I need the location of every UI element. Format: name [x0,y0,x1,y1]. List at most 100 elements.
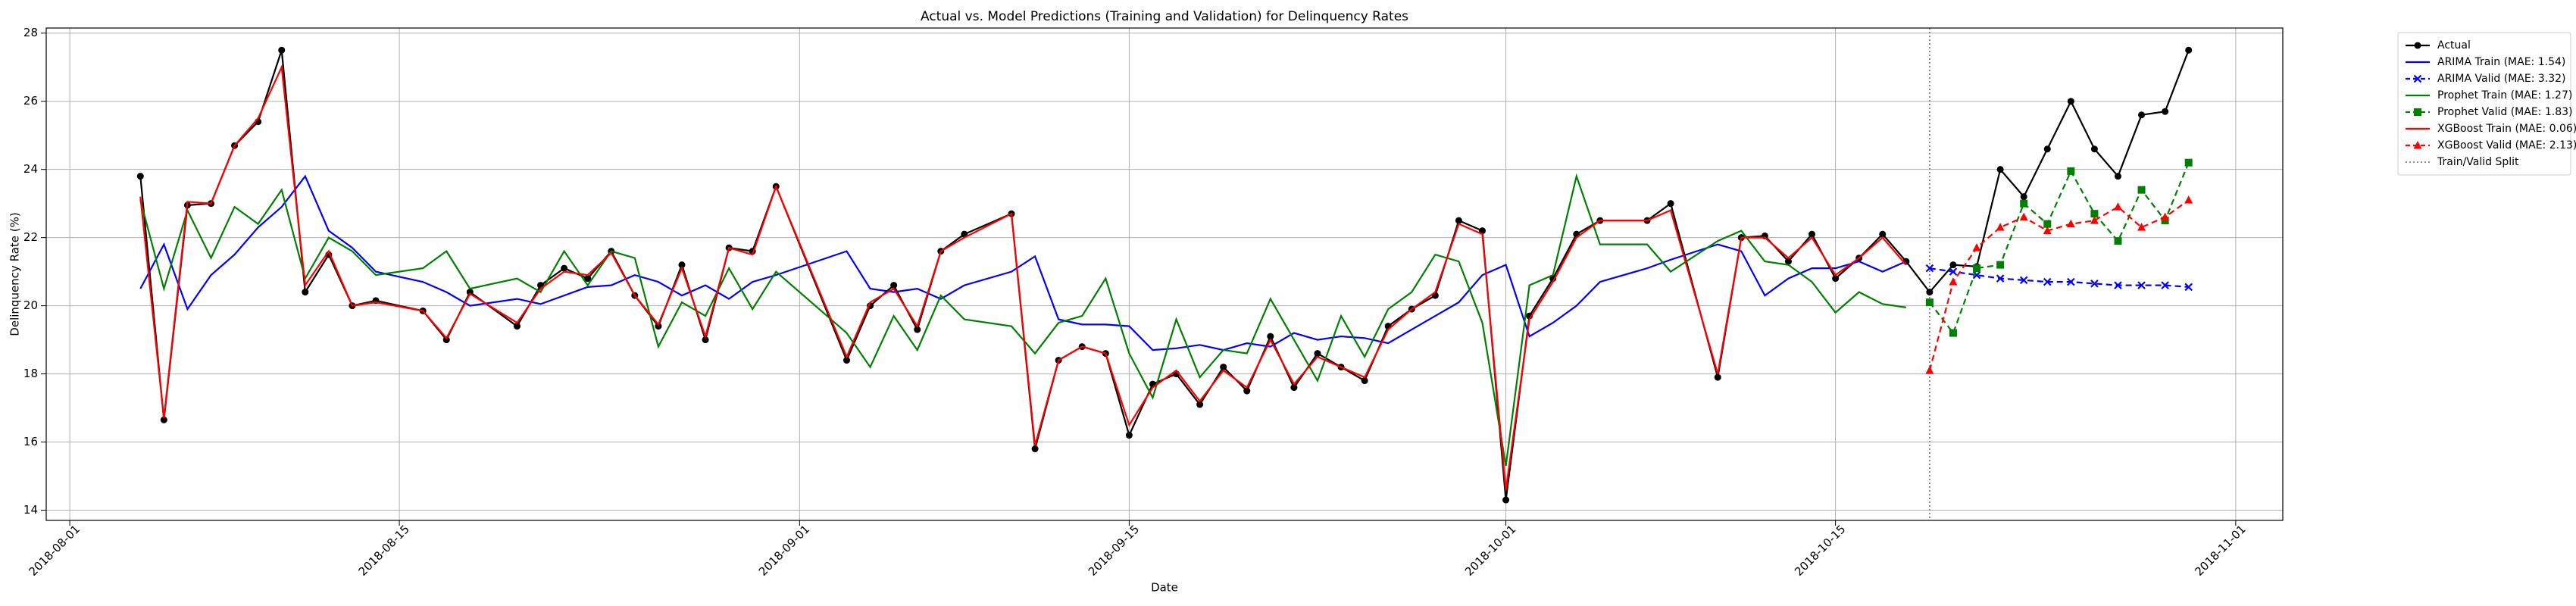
y-tick-label: 24 [23,162,38,176]
legend-label: Prophet Valid (MAE: 1.83) [2437,106,2572,118]
point [1809,230,1816,238]
legend-label: ARIMA Valid (MAE: 3.32) [2437,73,2566,85]
point [584,275,592,283]
legend-marker [2414,108,2421,116]
point [302,289,309,296]
x-tick-label: 2018-09-01 [756,522,812,578]
point [1926,289,1934,296]
y-axis-label: Delinquency Rate (%) [8,212,22,336]
point [1925,264,1934,273]
point [1290,384,1298,392]
point [2090,216,2099,224]
point [2137,186,2146,194]
point [1243,387,1251,395]
y-tick-label: 18 [23,367,38,380]
series-line [139,174,1907,351]
series-line [1928,199,2190,371]
legend-label: XGBoost Valid (MAE: 2.13) [2437,139,2576,152]
point [2114,281,2122,289]
y-tick-label: 20 [23,298,38,312]
x-tick-label: 2018-10-01 [1462,522,1518,578]
point [442,336,450,344]
point [1949,261,1957,269]
point [2020,199,2028,208]
point [160,416,167,423]
series-line [1929,267,2189,288]
point [1879,230,1887,238]
point [655,323,662,330]
point [2184,283,2193,292]
series-line [139,64,1907,490]
point [513,323,521,330]
point [843,357,851,364]
point [914,326,921,333]
legend-label: ARIMA Train (MAE: 1.54) [2437,56,2565,68]
y-tick-label: 26 [23,94,38,108]
point [890,282,898,289]
legend-box [2397,32,2571,176]
x-tick-label: 2018-08-01 [27,522,83,578]
point [2162,108,2169,115]
point [1031,445,1039,453]
point [1478,227,1486,235]
point [2067,98,2074,105]
plot-frame [45,27,2284,521]
point [1667,200,1674,208]
point [1455,217,1462,224]
x-axis-label: Date [1151,581,1178,595]
point [1832,275,1840,283]
point [2067,277,2075,286]
point [1949,267,1958,276]
chart-title: Actual vs. Model Predictions (Training a… [921,9,1408,24]
point [1996,261,2005,269]
point [1949,329,1957,337]
series-line [139,49,2190,501]
point [1925,366,1934,374]
series-line [139,173,1906,467]
point [2043,145,2051,153]
point [2161,281,2169,289]
point [1502,496,1510,504]
legend-marker [2413,141,2422,149]
point [2184,158,2193,167]
point [2066,219,2075,228]
point [136,173,144,180]
point [2090,145,2098,153]
point [2090,280,2099,288]
point [466,289,474,296]
point [2043,220,2052,228]
point [2184,195,2193,204]
y-tick-label: 22 [23,230,38,244]
legend-label: XGBoost Train (MAE: 0.06) [2437,123,2576,135]
y-tick-label: 14 [23,503,38,517]
point [1714,373,1721,381]
point [278,46,286,54]
point [1996,274,2005,283]
legend-label: Actual [2437,39,2471,52]
point [2138,111,2146,119]
point [2043,277,2052,286]
point [2137,223,2146,231]
point [1949,277,1958,286]
point [1972,243,1981,251]
x-tick-label: 2018-08-15 [356,522,412,578]
point [2113,202,2122,211]
point [1925,298,1934,307]
x-tick-label: 2018-11-01 [2192,522,2248,578]
point [2090,210,2099,218]
point [1125,432,1133,439]
point [1314,350,1321,358]
point [2019,212,2028,221]
x-tick-label: 2018-09-15 [1086,522,1142,578]
point [2114,237,2122,245]
point [1267,333,1274,340]
x-tick-label: 2018-10-15 [1792,522,1848,578]
point [1973,264,1981,273]
y-tick-label: 28 [23,26,38,39]
point [561,264,568,272]
y-tick-label: 16 [23,435,38,448]
point [2020,193,2027,201]
point [1996,223,2005,231]
point [2067,167,2075,175]
